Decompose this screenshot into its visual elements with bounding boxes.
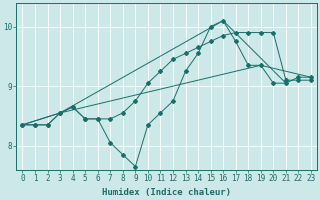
X-axis label: Humidex (Indice chaleur): Humidex (Indice chaleur) [102,188,231,197]
